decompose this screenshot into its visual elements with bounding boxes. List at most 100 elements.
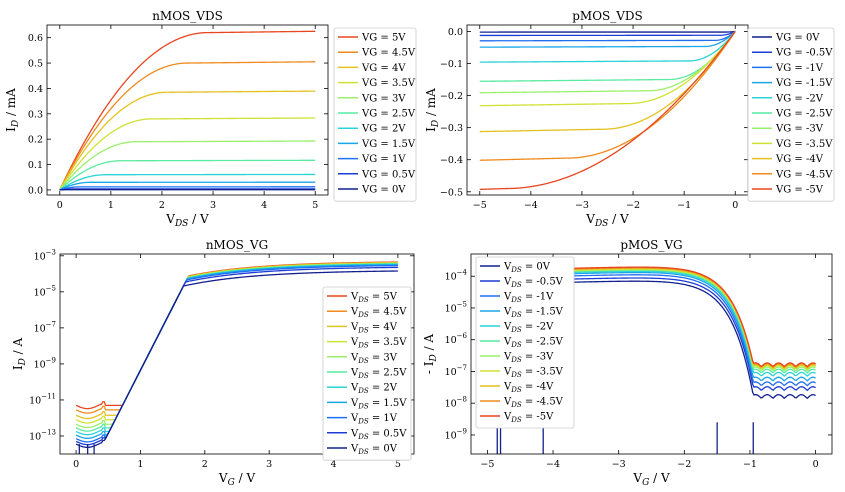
legend-label: VG = -1.5V xyxy=(775,78,833,89)
series-line xyxy=(479,31,736,94)
y-tick-label: 10−7 xyxy=(34,320,56,334)
y-tick-label: 10−7 xyxy=(445,364,467,378)
legend-label: VDS = -4V xyxy=(503,382,554,395)
x-axis-label: VDS / V xyxy=(585,212,629,229)
x-tick-label: 4 xyxy=(261,200,267,211)
y-tick-label: 0.5 xyxy=(28,59,43,70)
legend-label: VDS = 3V xyxy=(350,352,398,365)
series-line xyxy=(479,31,736,63)
y-tick-label: 0.0 xyxy=(448,27,463,38)
series-line xyxy=(59,117,316,191)
x-tick-label: 3 xyxy=(210,200,216,211)
y-tick-label: 10−8 xyxy=(445,396,467,410)
legend-label: VG = 1V xyxy=(361,154,406,165)
legend-label: VDS = 0V xyxy=(503,262,551,275)
legend-label: VDS = -2.5V xyxy=(503,337,564,350)
y-tick-label: 10−5 xyxy=(445,300,467,314)
plot-frame xyxy=(470,253,833,455)
legend-label: VG = 0V xyxy=(775,33,820,44)
x-axis-label: VDS / V xyxy=(165,212,209,229)
legend-label: VDS = -3V xyxy=(503,352,554,365)
x-tick-label: 0 xyxy=(57,200,63,211)
x-tick-label: −5 xyxy=(480,459,494,470)
y-tick-label: 10−13 xyxy=(29,428,56,442)
series-line xyxy=(59,188,316,191)
plot-frame xyxy=(59,253,415,455)
y-tick-label: 10−6 xyxy=(445,332,468,346)
series-line xyxy=(479,31,736,161)
legend-label: VDS = 1.5V xyxy=(350,398,407,411)
legend-label: VG = 3.5V xyxy=(361,78,416,89)
x-tick-label: 0 xyxy=(73,459,79,470)
x-tick-label: −1 xyxy=(677,200,691,211)
x-tick-label: 2 xyxy=(202,459,208,470)
x-tick-label: −3 xyxy=(575,200,589,211)
series-lines xyxy=(479,30,736,191)
series-line xyxy=(59,159,316,191)
x-tick-label: 1 xyxy=(108,200,114,211)
x-tick-label: −4 xyxy=(546,459,560,470)
y-tick-label: 10−5 xyxy=(34,284,56,298)
series-line xyxy=(75,270,398,448)
y-axis-label: ID / mA xyxy=(424,88,441,132)
x-tick-label: −5 xyxy=(473,200,487,211)
y-tick-label: 10−9 xyxy=(445,427,467,441)
series-line xyxy=(59,186,316,191)
y-axis-label: ID / mA xyxy=(4,88,21,132)
x-tick-label: 2 xyxy=(159,200,165,211)
y-tick-label: 0.3 xyxy=(28,109,43,120)
legend-label: VG = 2.5V xyxy=(361,109,416,120)
y-tick-label: 0.0 xyxy=(28,185,43,196)
series-line xyxy=(59,61,316,191)
chart-title: nMOS_VDS xyxy=(152,9,223,23)
legend: VG = 5V VG = 4.5V VG = 4V VG = 3.5V VG = 3V V… xyxy=(333,27,417,202)
x-tick-label: −2 xyxy=(677,459,691,470)
legend-label: VDS = -2V xyxy=(503,322,554,335)
chart-panel-3: nMOS_VG 0 1 2 3 4 5 10−13 10−11 10−9 10−7 10−5 10−3 V… xyxy=(11,238,415,488)
y-tick-label: −0.5 xyxy=(440,187,463,198)
x-axis-label: VG / V xyxy=(632,471,670,488)
legend-label: VDS = 1V xyxy=(350,413,398,426)
legend-label: VG = -1V xyxy=(775,63,824,74)
legend-label: VDS = 4.5V xyxy=(350,307,407,320)
legend-label: VDS = 3.5V xyxy=(350,337,407,350)
x-tick-label: 5 xyxy=(312,200,318,211)
legend-label: VG = 2V xyxy=(361,124,406,135)
series-line xyxy=(479,31,736,191)
legend-label: VG = -0.5V xyxy=(775,48,833,59)
y-tick-label: 10−3 xyxy=(34,248,56,262)
legend-label: VG = -3V xyxy=(775,124,824,135)
legend-label: VDS = 2.5V xyxy=(350,368,407,381)
y-axis-label: ID / A xyxy=(11,338,28,371)
legend-label: VG = -4.5V xyxy=(775,169,833,180)
legend: VDS = 5V VDS = 4.5V VDS = 4V VDS = 3.5V VDS … xyxy=(322,286,412,461)
series-line xyxy=(479,30,736,48)
chart-title: nMOS_VG xyxy=(206,238,268,252)
legend-label: VDS = -3.5V xyxy=(503,367,564,380)
plot-frame xyxy=(46,24,329,196)
y-tick-label: 10−9 xyxy=(34,356,56,370)
legend: VG = 0V VG = -0.5V VG = -1V VG = -1.5V VG = … xyxy=(747,27,835,202)
series-line xyxy=(479,31,736,107)
series-line xyxy=(479,30,736,37)
legend-label: VG = -2.5V xyxy=(775,109,833,120)
x-tick-label: −1 xyxy=(743,459,757,470)
x-tick-label: −4 xyxy=(524,200,538,211)
legend-label: VG = -5V xyxy=(775,185,824,196)
legend-label: VG = -2V xyxy=(775,93,824,104)
y-tick-label: −0.4 xyxy=(440,155,463,166)
legend-label: VG = 4.5V xyxy=(361,48,416,59)
y-tick-label: 0.4 xyxy=(28,84,43,95)
chart-panel-1: nMOS_VDS 0 1 2 3 4 5 0.0 0.1 0.2 0.3 0.4 0.5 0.6 VDS /… xyxy=(4,9,417,229)
chart-title: pMOS_VDS xyxy=(572,9,643,23)
legend-label: VDS = -1.5V xyxy=(503,307,564,320)
series-line xyxy=(479,30,736,42)
legend-label: VDS = 0.5V xyxy=(350,428,407,441)
chart-panel-2: pMOS_VDS −5 −4 −3 −2 −1 0 0.0 −0.1 −0.2 −0.3 −0.4 −0… xyxy=(424,9,835,229)
y-tick-label: 0.2 xyxy=(28,135,43,146)
legend-label: VG = -4V xyxy=(775,154,824,165)
y-tick-label: −0.3 xyxy=(440,123,463,134)
series-line xyxy=(59,90,316,191)
legend-label: VG = 4V xyxy=(361,63,406,74)
